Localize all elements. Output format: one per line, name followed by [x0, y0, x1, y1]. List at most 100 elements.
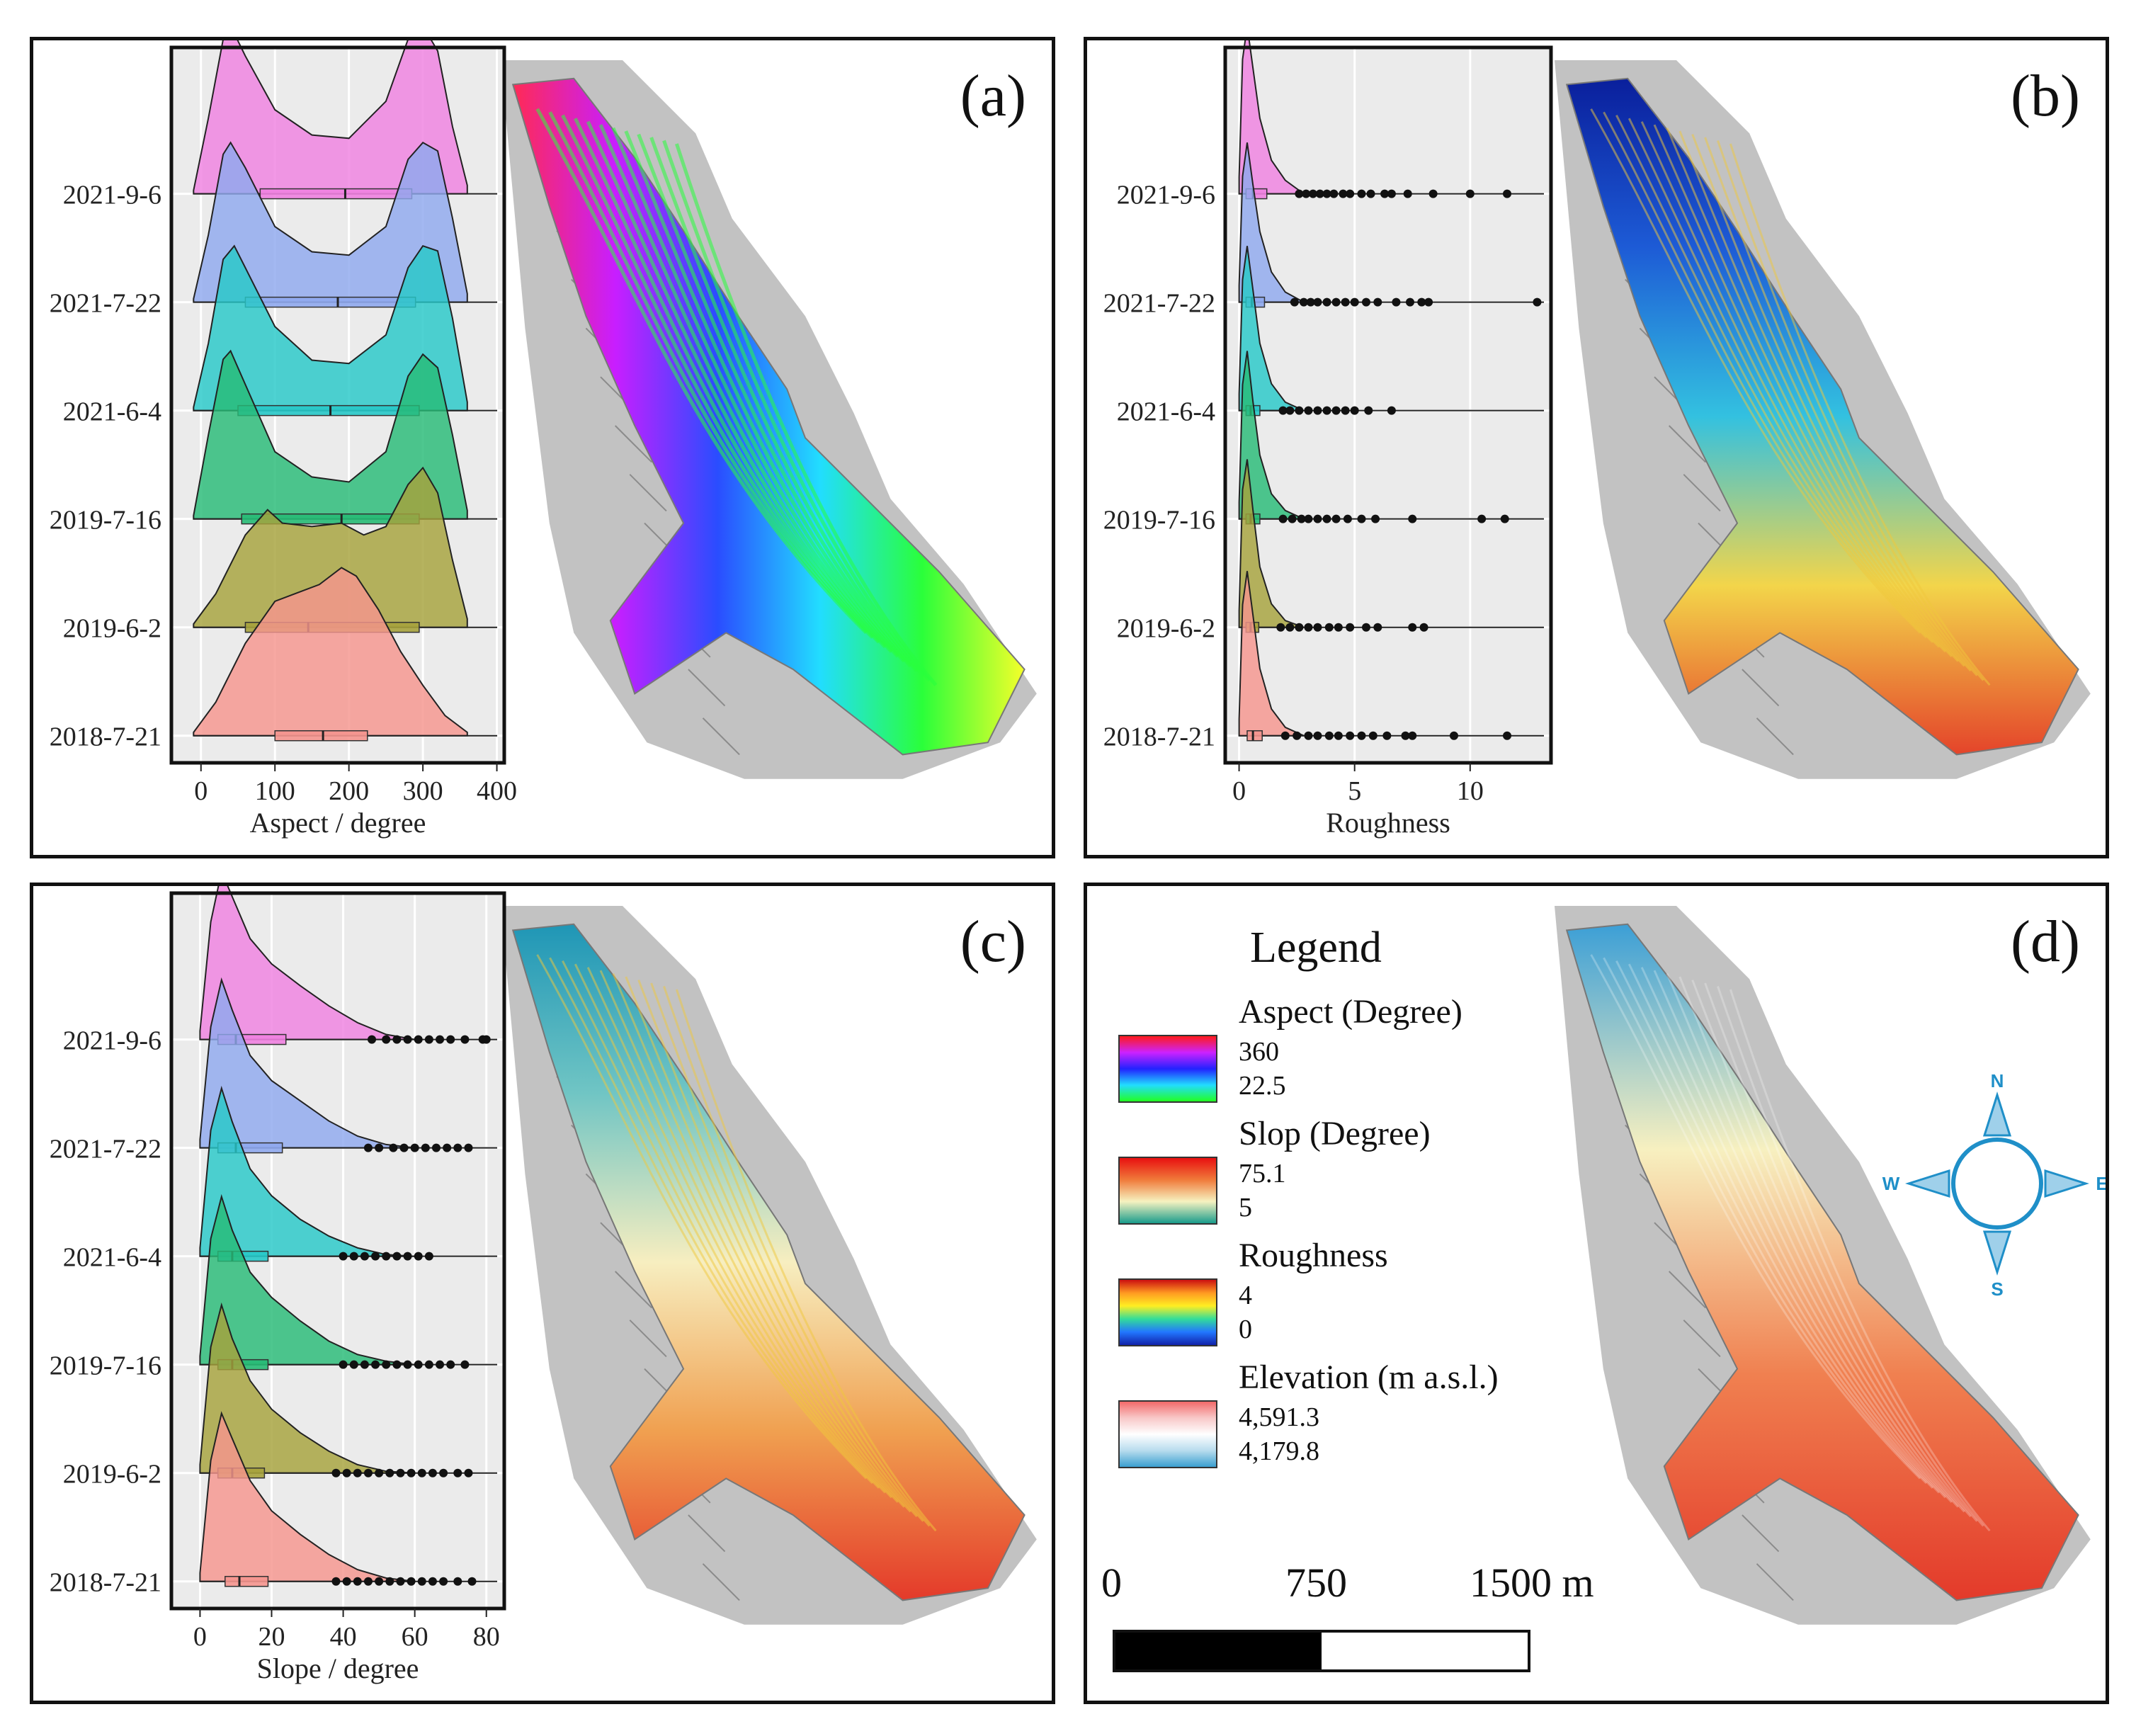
x-tick-label: 60: [402, 1622, 428, 1652]
outlier-point: [353, 1468, 362, 1477]
outlier-point: [1428, 189, 1438, 198]
flow-band: [1729, 989, 1991, 1532]
flow-band: [1691, 134, 1972, 672]
outlier-point: [410, 1143, 419, 1152]
density-ridge-2021-7-22: [1238, 142, 1305, 303]
outlier-point: [1503, 189, 1512, 198]
outlier-point: [1403, 189, 1412, 198]
legend-aspect-min: 22.5: [1239, 1071, 1286, 1101]
flow-band: [561, 114, 880, 644]
outlier-point: [1362, 623, 1371, 632]
flow-band: [1666, 127, 1959, 662]
outlier-point: [1357, 731, 1366, 740]
outlier-point: [424, 1035, 433, 1044]
outlier-point: [342, 1468, 351, 1477]
roughness-ridgeline-chart: 2021-9-6 2021-7-22 2021-6-4 2019-7-16 2019-6…: [1103, 40, 1553, 839]
density-ridge-2021-7-22: [199, 977, 415, 1149]
flow-band: [637, 133, 919, 672]
outlier-point: [392, 1035, 402, 1044]
flow-band: [535, 108, 868, 635]
outlier-point: [353, 1577, 362, 1586]
outlier-point: [1329, 189, 1339, 198]
flow-band: [1640, 967, 1946, 1499]
outlier-point: [1322, 514, 1331, 523]
roughness-map: [1555, 60, 2091, 779]
outlier-point: [414, 1360, 423, 1369]
outlier-point: [403, 1360, 412, 1369]
aspect-ridgeline-chart: 2021-9-6 2021-7-22 2021-6-4 2019-7-16 2019-6…: [50, 40, 517, 839]
flow-band: [662, 140, 931, 682]
scale-label-zero: 0: [1101, 1560, 1122, 1606]
outlier-point: [1302, 189, 1311, 198]
panel-b: 2021-9-6 2021-7-22 2021-6-4 2019-7-16 2019-6…: [1084, 37, 2109, 858]
panel-c-graphics: 2021-9-6 2021-7-22 2021-6-4 2019-7-16 2019-6…: [50, 886, 1037, 1684]
flow-band: [1717, 140, 1984, 681]
legend-elevation-ramp: [1118, 1400, 1217, 1468]
outlier-point: [1362, 297, 1371, 307]
glacier-surface: [511, 77, 1026, 756]
flow-band: [649, 137, 925, 677]
category-label: 2021-9-6: [1117, 181, 1215, 210]
hillshade-ridge-line: [1756, 717, 1794, 756]
outlier-point: [439, 1577, 448, 1586]
outlier-point: [371, 1252, 380, 1261]
legend-elevation-min: 4,179.8: [1239, 1436, 1319, 1466]
box: [274, 730, 368, 742]
flow-band: [1603, 111, 1927, 639]
outlier-point: [1295, 189, 1304, 198]
outlier-point: [1382, 731, 1392, 740]
flow-band: [574, 118, 887, 649]
outlier-point: [349, 1252, 358, 1261]
panel-a-graphics: 2021-9-6 2021-7-22 2021-6-4 2019-7-16 2019-6…: [50, 40, 1037, 839]
flow-band: [574, 963, 886, 1494]
scale-bar-black-segment: [1115, 1633, 1322, 1669]
outlier-point: [1387, 189, 1396, 198]
hillshade-ridge-line: [629, 1320, 667, 1358]
flow-band: [625, 976, 911, 1513]
scale-label-mid: 750: [1285, 1560, 1347, 1606]
x-tick-label: 300: [403, 776, 443, 806]
flow-band: [1704, 137, 1978, 676]
compass-west-arrow: [1905, 1169, 1950, 1198]
outlier-point: [446, 1035, 455, 1044]
category-label: 2018-7-21: [50, 722, 161, 752]
glacier-surface: [1565, 77, 2079, 756]
outlier-point: [1313, 623, 1322, 632]
density-ridge-2018-7-21: [199, 1411, 415, 1582]
outlier-point: [428, 1468, 437, 1477]
flow-band: [1590, 954, 1921, 1480]
hillshade-ridge-line: [1742, 1514, 1780, 1553]
legend-elevation-label: Elevation (m a.s.l.): [1239, 1358, 1499, 1396]
slope-ridgeline-chart: 2021-9-6 2021-7-22 2021-6-4 2019-7-16 2019-6…: [50, 886, 506, 1684]
flow-band: [586, 967, 892, 1499]
hillshade-ridge-line: [1742, 669, 1780, 707]
outlier-point: [1364, 406, 1373, 415]
outlier-point: [1293, 731, 1302, 740]
outlier-point: [431, 1143, 441, 1152]
flow-band: [1653, 124, 1953, 657]
flow-band: [1590, 108, 1921, 634]
outlier-point: [1324, 623, 1334, 632]
hillshade-ridge-line: [1683, 474, 1721, 512]
density-ridge-2021-6-4: [1238, 246, 1305, 412]
outlier-point: [399, 1143, 409, 1152]
outlier-point: [1276, 623, 1285, 632]
compass-label-e: E: [2096, 1173, 2106, 1194]
outlier-point: [382, 1252, 391, 1261]
legend-aspect-label: Aspect (Degree): [1239, 993, 1462, 1031]
outlier-point: [375, 1577, 384, 1586]
outlier-point: [363, 1143, 373, 1152]
outlier-point: [421, 1143, 430, 1152]
hillshade-ridge-line: [629, 474, 667, 512]
plot-frame: [169, 45, 506, 765]
outlier-point: [1304, 514, 1313, 523]
outlier-point: [382, 1360, 391, 1369]
hillshade-ridge-line: [1668, 425, 1707, 463]
outlier-point: [417, 1468, 426, 1477]
density-ridge-2019-7-16: [1238, 351, 1305, 520]
outlier-point: [428, 1577, 437, 1586]
outlier-point: [1350, 406, 1359, 415]
outlier-point: [396, 1577, 405, 1586]
flow-band: [1615, 115, 1933, 643]
category-label: 2019-7-16: [1103, 506, 1215, 535]
